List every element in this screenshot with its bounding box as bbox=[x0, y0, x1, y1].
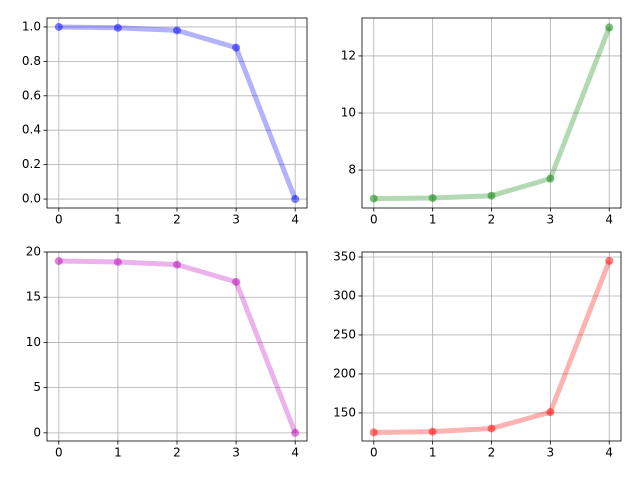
y-tick-label: 5 bbox=[33, 380, 41, 394]
x-tick-label: 4 bbox=[291, 213, 299, 227]
y-tick-label: 0.2 bbox=[22, 157, 41, 171]
y-tick-label: 0.8 bbox=[22, 54, 41, 68]
marker bbox=[369, 194, 378, 203]
marker bbox=[546, 408, 555, 417]
x-tick-label: 3 bbox=[547, 213, 555, 227]
y-tick-label: 15 bbox=[26, 290, 41, 304]
x-tick-label: 0 bbox=[370, 213, 378, 227]
marker bbox=[113, 23, 122, 32]
marker bbox=[546, 174, 555, 183]
x-tick-label: 3 bbox=[547, 446, 555, 460]
x-tick-label: 1 bbox=[114, 213, 122, 227]
marker bbox=[54, 22, 63, 31]
marker bbox=[605, 23, 614, 32]
x-tick-label: 1 bbox=[429, 446, 437, 460]
x-tick-label: 1 bbox=[114, 446, 122, 460]
y-tick-label: 10 bbox=[26, 335, 41, 349]
x-tick-label: 2 bbox=[488, 213, 496, 227]
x-tick-label: 4 bbox=[605, 446, 613, 460]
x-tick-label: 3 bbox=[232, 446, 240, 460]
axes-frame bbox=[361, 17, 622, 209]
y-tick-label: 250 bbox=[333, 327, 356, 341]
y-tick-label: 20 bbox=[26, 245, 41, 259]
x-tick-label: 3 bbox=[232, 213, 240, 227]
y-tick-label: 0 bbox=[33, 425, 41, 439]
y-tick-label: 200 bbox=[333, 366, 356, 380]
marker bbox=[173, 260, 181, 269]
y-tick-label: 300 bbox=[333, 288, 356, 302]
marker bbox=[605, 256, 614, 265]
marker bbox=[54, 257, 63, 266]
marker bbox=[291, 195, 300, 204]
y-tick-label: 12 bbox=[341, 48, 356, 62]
y-tick-label: 8 bbox=[348, 163, 356, 177]
x-tick-label: 0 bbox=[370, 446, 378, 460]
y-tick-label: 0.4 bbox=[22, 123, 41, 137]
x-tick-label: 2 bbox=[173, 213, 181, 227]
y-tick-label: 1.0 bbox=[22, 19, 41, 33]
marker bbox=[232, 43, 241, 52]
x-tick-label: 0 bbox=[55, 213, 63, 227]
marker bbox=[173, 26, 181, 35]
marker bbox=[487, 424, 496, 433]
marker bbox=[487, 191, 496, 200]
marker bbox=[428, 427, 437, 436]
y-tick-label: 150 bbox=[333, 405, 356, 419]
y-tick-label: 10 bbox=[341, 106, 356, 120]
marker bbox=[369, 428, 378, 437]
x-tick-label: 4 bbox=[605, 213, 613, 227]
axes-frame bbox=[46, 17, 308, 209]
marker bbox=[291, 428, 300, 437]
x-tick-label: 2 bbox=[488, 446, 496, 460]
x-tick-label: 4 bbox=[291, 446, 299, 460]
y-tick-label: 350 bbox=[333, 249, 356, 263]
marker bbox=[113, 257, 122, 266]
x-tick-label: 2 bbox=[173, 446, 181, 460]
x-tick-label: 0 bbox=[55, 446, 63, 460]
y-tick-label: 0.6 bbox=[22, 88, 41, 102]
axes-frame bbox=[46, 251, 308, 442]
axes-frame bbox=[361, 251, 622, 442]
marker bbox=[428, 194, 437, 203]
marker bbox=[232, 277, 241, 286]
x-tick-label: 1 bbox=[429, 213, 437, 227]
y-tick-label: 0.0 bbox=[22, 192, 41, 206]
